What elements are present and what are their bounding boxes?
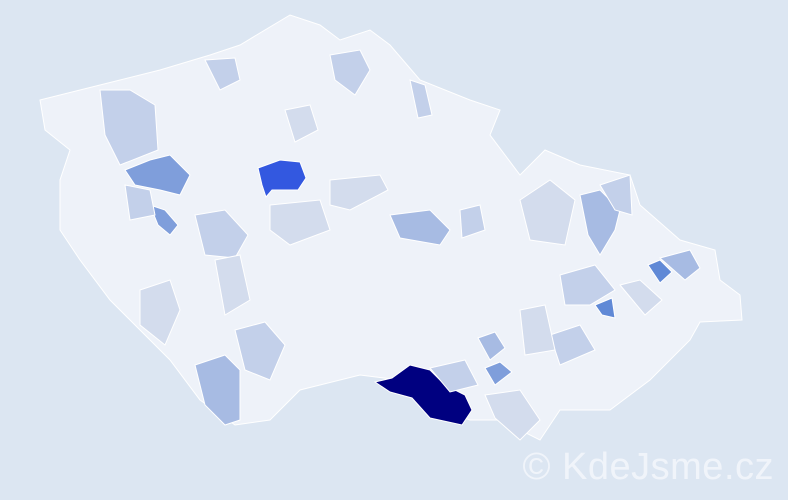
map-region[interactable] <box>139 279 181 346</box>
map-region[interactable] <box>194 209 249 259</box>
watermark: © KdeJsme.cz <box>522 446 774 488</box>
map-region[interactable] <box>484 389 541 441</box>
map-region[interactable] <box>594 297 616 319</box>
map-region[interactable] <box>477 331 506 361</box>
map-region[interactable] <box>658 249 701 281</box>
map-region[interactable] <box>519 179 576 246</box>
map-region[interactable] <box>647 259 673 284</box>
map-region[interactable] <box>619 279 663 316</box>
map-region[interactable] <box>204 57 241 91</box>
map-region[interactable] <box>409 79 433 119</box>
map-region[interactable] <box>459 204 486 239</box>
map-region[interactable] <box>234 321 286 381</box>
map-region[interactable] <box>269 199 331 246</box>
map-region[interactable] <box>559 264 616 306</box>
map-region[interactable] <box>214 254 251 316</box>
map-region[interactable] <box>519 304 556 356</box>
map-region[interactable] <box>124 184 156 221</box>
map-region[interactable] <box>257 159 307 198</box>
map-region[interactable] <box>484 361 513 386</box>
map-region[interactable] <box>194 354 241 426</box>
map-region[interactable] <box>389 209 451 246</box>
map-region[interactable] <box>599 174 633 216</box>
map-region[interactable] <box>149 204 179 236</box>
map-region[interactable] <box>549 324 596 366</box>
map-region[interactable] <box>284 104 319 143</box>
map-region[interactable] <box>329 49 371 96</box>
map-region[interactable] <box>373 364 473 426</box>
map-region[interactable] <box>99 89 159 166</box>
map-region[interactable] <box>579 189 621 256</box>
country-outline <box>39 14 743 441</box>
map-region[interactable] <box>329 174 389 211</box>
map-region[interactable] <box>429 359 479 393</box>
map-region[interactable] <box>124 154 191 196</box>
